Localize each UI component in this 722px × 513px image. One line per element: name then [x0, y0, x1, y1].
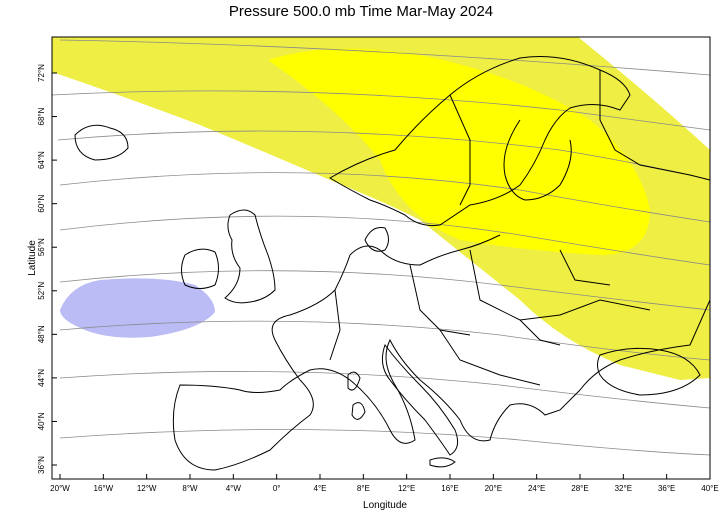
- x-tick-label: 28°E: [571, 484, 588, 493]
- ireland-coast: [181, 248, 219, 289]
- x-tick-label: 12°E: [398, 484, 415, 493]
- x-tick-label: 8°W: [182, 484, 198, 493]
- x-tick-label: 20°E: [485, 484, 502, 493]
- denmark-coast: [364, 227, 389, 252]
- y-tick-label: 40°N: [37, 412, 46, 430]
- x-tick-label: 4°E: [314, 484, 327, 493]
- x-axis-label: Longitude: [363, 500, 407, 511]
- black-sea-coast: [597, 347, 701, 396]
- x-tick-label: 0°: [273, 484, 281, 493]
- y-axis-ticks: 36°N 40°N 44°N 48°N 52°N 56°N 60°N 64°N 68°N 72°N: [37, 64, 57, 474]
- x-tick-label: 16°E: [441, 484, 458, 493]
- y-tick-label: 64°N: [37, 151, 46, 169]
- great-britain-coast: [224, 209, 276, 304]
- x-tick-label: 12°W: [137, 484, 157, 493]
- scandinavia-coast: [329, 56, 631, 226]
- y-axis-label: Latitude: [27, 240, 38, 276]
- x-axis-ticks: 20°W 16°W 12°W 8°W 4°W 0° 4°E 8°E 12°E 16°E 20°E 24…: [50, 474, 719, 493]
- y-tick-label: 52°N: [37, 282, 46, 300]
- x-tick-label: 32°E: [615, 484, 632, 493]
- map-title: Pressure 500.0 mb Time Mar-May 2024: [228, 3, 494, 20]
- continental-coast: [172, 299, 711, 471]
- x-tick-label: 4°W: [226, 484, 242, 493]
- y-tick-label: 56°N: [37, 238, 46, 256]
- italy-coast: [381, 343, 459, 456]
- x-tick-label: 16°W: [94, 484, 114, 493]
- coastlines: [74, 56, 711, 471]
- x-tick-label: 8°E: [357, 484, 370, 493]
- plot-frame: [51, 36, 711, 480]
- x-tick-label: 24°E: [528, 484, 545, 493]
- y-tick-label: 60°N: [37, 195, 46, 213]
- y-tick-label: 36°N: [37, 456, 46, 474]
- x-tick-label: 40°E: [701, 484, 718, 493]
- y-tick-label: 68°N: [37, 107, 46, 125]
- y-tick-label: 48°N: [37, 325, 46, 343]
- y-tick-label: 72°N: [37, 64, 46, 82]
- x-tick-label: 20°W: [50, 484, 70, 493]
- y-tick-label: 44°N: [37, 369, 46, 387]
- x-tick-label: 36°E: [658, 484, 675, 493]
- strong-positive-anomaly-region: [268, 48, 650, 255]
- iceland-coast: [74, 124, 129, 161]
